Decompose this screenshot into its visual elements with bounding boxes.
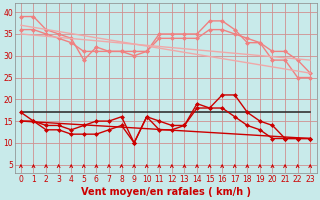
X-axis label: Vent moyen/en rafales ( km/h ): Vent moyen/en rafales ( km/h ) [81,187,251,197]
